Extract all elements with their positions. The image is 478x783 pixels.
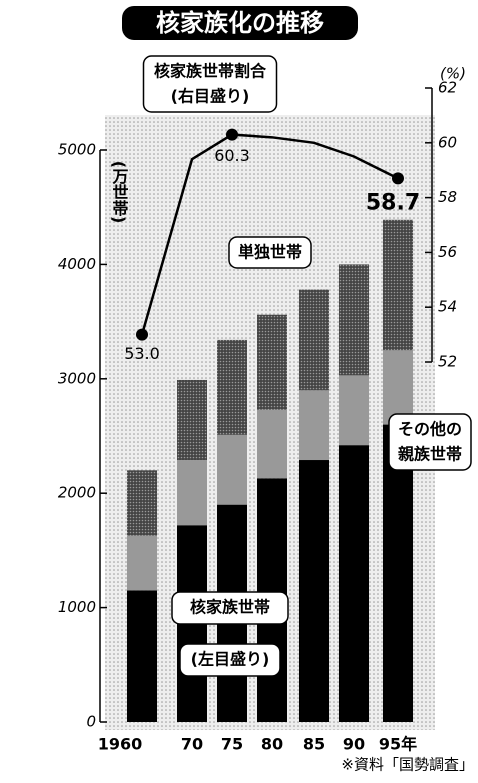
bar-segment (299, 290, 329, 391)
series-label: 核家族世帯割合 (154, 62, 267, 81)
series-label: その他の (398, 420, 462, 439)
bar-segment (257, 315, 287, 410)
y-tick-label: 1000 (58, 598, 96, 616)
data-label: 53.0 (124, 344, 160, 363)
source-note: ※資料「国勢調査」 (341, 756, 474, 774)
x-tick-label: 85 (303, 735, 325, 754)
bar-segment (217, 340, 247, 435)
bar-segment (127, 536, 157, 591)
chart: 核家族化の推移 (%) (万世帯) ※資料「国勢調査」 010002000300… (0, 0, 478, 779)
series-label: (右目盛り) (171, 87, 250, 106)
series-label: (左目盛り) (191, 650, 270, 669)
y2-tick-label: 58 (438, 188, 457, 206)
x-tick-label: 1960 (98, 735, 143, 754)
y2-tick-label: 62 (438, 79, 457, 97)
series-label: 親族世帯 (398, 445, 462, 464)
data-label: 60.3 (214, 146, 250, 165)
bar-segment (177, 460, 207, 525)
y2-tick-label: 52 (438, 353, 457, 371)
line-marker (392, 172, 404, 184)
bar-segment (127, 590, 157, 722)
bar-segment (299, 460, 329, 722)
y2-tick-label: 56 (438, 243, 457, 261)
bar-segment (339, 445, 369, 722)
bar-segment (257, 410, 287, 479)
x-tick-label: 70 (181, 735, 203, 754)
bar-segment (127, 470, 157, 535)
data-label: 58.7 (366, 190, 420, 215)
x-tick-label: 90 (343, 735, 365, 754)
bar-segment (299, 390, 329, 460)
bar-segment (383, 220, 413, 350)
bar-segment (217, 435, 247, 505)
line-marker (226, 129, 238, 141)
bar-segment (177, 380, 207, 460)
chart-title: 核家族化の推移 (156, 9, 324, 37)
x-tick-label: 95年 (379, 735, 417, 754)
series-label: 核家族世帯 (190, 598, 270, 617)
y2-tick-label: 54 (438, 298, 457, 316)
y2-tick-label: 60 (438, 133, 457, 151)
bar-segment (339, 264, 369, 375)
y-tick-label: 3000 (58, 369, 96, 387)
y-tick-label: 2000 (58, 484, 96, 502)
line-marker (136, 329, 148, 341)
x-tick-label: 75 (221, 735, 243, 754)
y-tick-label: 5000 (58, 141, 96, 159)
y-tick-label: 0 (86, 713, 96, 731)
y-tick-label: 4000 (58, 255, 96, 273)
bar-segment (339, 375, 369, 445)
x-tick-label: 80 (261, 735, 283, 754)
y-axis-label: (万世帯) (110, 161, 130, 224)
series-label: 単独世帯 (238, 243, 302, 262)
